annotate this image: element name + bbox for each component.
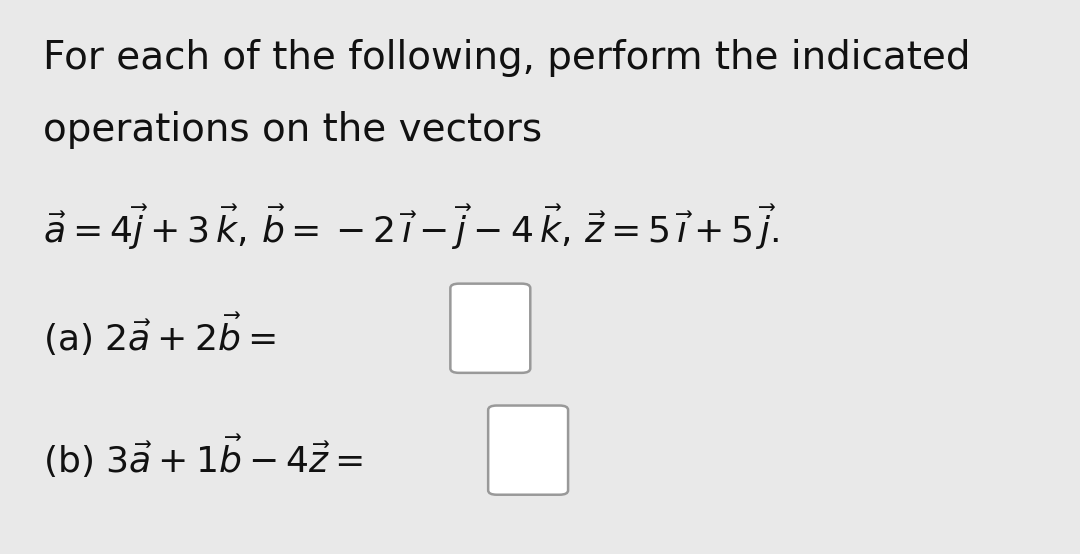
Text: For each of the following, perform the indicated: For each of the following, perform the i…: [43, 39, 971, 77]
Text: (a) $2\vec{a} + 2\vec{b} =$: (a) $2\vec{a} + 2\vec{b} =$: [43, 310, 275, 358]
Text: operations on the vectors: operations on the vectors: [43, 111, 542, 149]
FancyBboxPatch shape: [488, 406, 568, 495]
Text: $\vec{a} = 4\vec{j}+ 3\,\vec{k},\,\vec{b} = -2\,\vec{\imath} - \vec{j} - 4\,\vec: $\vec{a} = 4\vec{j}+ 3\,\vec{k},\,\vec{b…: [43, 202, 780, 252]
FancyBboxPatch shape: [450, 284, 530, 373]
Text: (b) $3\vec{a} + 1\vec{b} - 4\vec{z} =$: (b) $3\vec{a} + 1\vec{b} - 4\vec{z} =$: [43, 432, 363, 480]
